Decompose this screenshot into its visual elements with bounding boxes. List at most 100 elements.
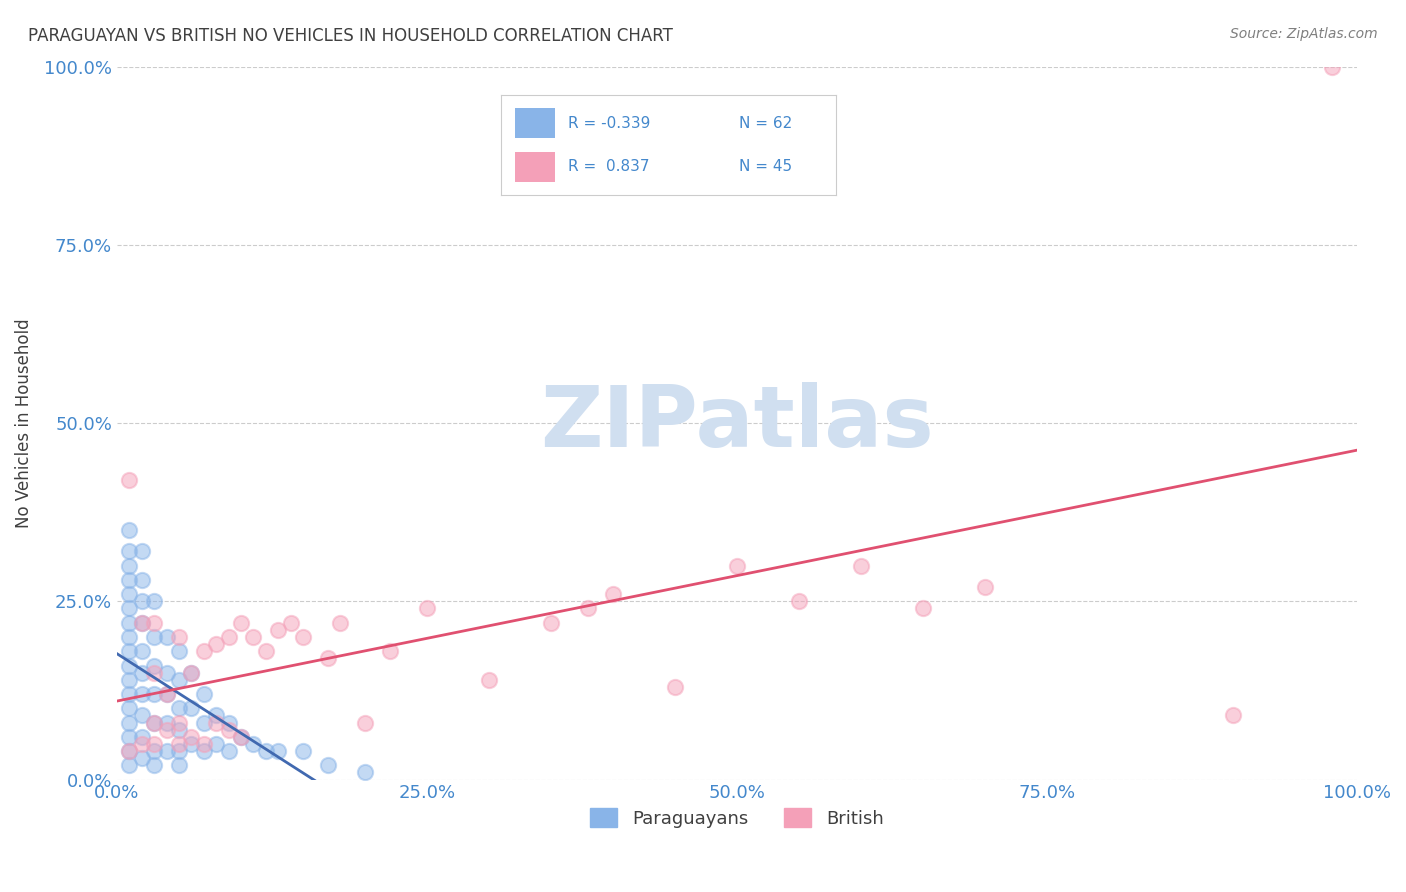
Point	[193, 644, 215, 658]
Point	[118, 730, 141, 744]
Point	[143, 594, 166, 608]
Point	[229, 615, 252, 630]
Point	[664, 680, 686, 694]
Point	[167, 744, 190, 758]
Point	[167, 723, 190, 737]
Point	[254, 744, 277, 758]
Point	[143, 687, 166, 701]
Point	[155, 744, 177, 758]
Point	[131, 737, 153, 751]
Point	[254, 644, 277, 658]
Point	[180, 737, 202, 751]
Point	[143, 744, 166, 758]
Point	[118, 758, 141, 772]
Point	[131, 644, 153, 658]
Point	[118, 715, 141, 730]
Point	[118, 658, 141, 673]
Text: ZIPatlas: ZIPatlas	[540, 382, 934, 465]
Point	[143, 737, 166, 751]
Point	[205, 708, 228, 723]
Point	[205, 715, 228, 730]
Point	[143, 758, 166, 772]
Point	[291, 630, 314, 644]
Point	[242, 630, 264, 644]
Point	[131, 615, 153, 630]
Point	[155, 723, 177, 737]
Point	[725, 558, 748, 573]
Point	[316, 651, 339, 665]
Point	[118, 630, 141, 644]
Point	[291, 744, 314, 758]
Point	[131, 665, 153, 680]
Point	[167, 758, 190, 772]
Point	[143, 715, 166, 730]
Point	[205, 637, 228, 651]
Point	[849, 558, 872, 573]
Point	[167, 673, 190, 687]
Point	[118, 644, 141, 658]
Point	[378, 644, 401, 658]
Point	[131, 730, 153, 744]
Point	[242, 737, 264, 751]
Point	[143, 615, 166, 630]
Point	[118, 673, 141, 687]
Point	[131, 594, 153, 608]
Point	[118, 687, 141, 701]
Point	[416, 601, 439, 615]
Point	[155, 665, 177, 680]
Point	[787, 594, 810, 608]
Point	[118, 523, 141, 537]
Text: PARAGUAYAN VS BRITISH NO VEHICLES IN HOUSEHOLD CORRELATION CHART: PARAGUAYAN VS BRITISH NO VEHICLES IN HOU…	[28, 27, 673, 45]
Point	[1222, 708, 1244, 723]
Point	[131, 544, 153, 558]
Point	[118, 573, 141, 587]
Point	[576, 601, 599, 615]
Y-axis label: No Vehicles in Household: No Vehicles in Household	[15, 318, 32, 528]
Point	[218, 630, 240, 644]
Point	[155, 687, 177, 701]
Point	[218, 715, 240, 730]
Point	[131, 615, 153, 630]
Point	[167, 715, 190, 730]
Point	[118, 587, 141, 601]
Point	[478, 673, 501, 687]
Point	[155, 715, 177, 730]
Point	[193, 737, 215, 751]
Point	[131, 687, 153, 701]
Point	[193, 715, 215, 730]
Point	[205, 737, 228, 751]
Point	[167, 701, 190, 715]
Point	[118, 601, 141, 615]
Point	[180, 665, 202, 680]
Point	[193, 687, 215, 701]
Point	[155, 630, 177, 644]
Point	[180, 665, 202, 680]
Legend: Paraguayans, British: Paraguayans, British	[583, 801, 891, 835]
Point	[229, 730, 252, 744]
Point	[602, 587, 624, 601]
Point	[143, 658, 166, 673]
Point	[354, 765, 377, 780]
Point	[180, 701, 202, 715]
Text: Source: ZipAtlas.com: Source: ZipAtlas.com	[1230, 27, 1378, 41]
Point	[118, 558, 141, 573]
Point	[131, 751, 153, 765]
Point	[911, 601, 934, 615]
Point	[118, 701, 141, 715]
Point	[143, 665, 166, 680]
Point	[229, 730, 252, 744]
Point	[218, 744, 240, 758]
Point	[193, 744, 215, 758]
Point	[131, 708, 153, 723]
Point	[143, 630, 166, 644]
Point	[316, 758, 339, 772]
Point	[218, 723, 240, 737]
Point	[540, 615, 562, 630]
Point	[1322, 60, 1344, 74]
Point	[118, 744, 141, 758]
Point	[180, 730, 202, 744]
Point	[267, 744, 290, 758]
Point	[167, 630, 190, 644]
Point	[329, 615, 352, 630]
Point	[267, 623, 290, 637]
